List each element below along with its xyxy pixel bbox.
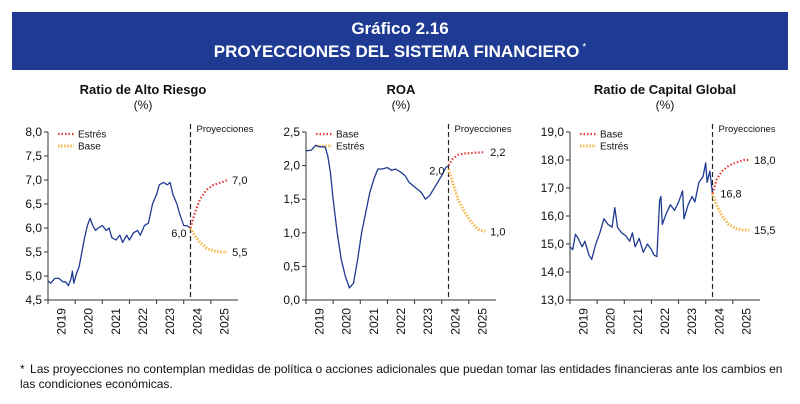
y-tick-label: 1,0 [283,226,300,240]
x-tick-label: 2023 [685,308,699,335]
footnote-asterisk: * [20,362,25,376]
chart-title: Ratio de Capital Global [594,82,736,97]
figure-title: PROYECCIONES DEL SISTEMA FINANCIERO [213,42,580,61]
y-tick-label: 0,0 [283,293,300,307]
series-line-history [305,144,449,289]
data-label: 1,0 [490,226,505,238]
y-tick-label: 8,0 [25,125,42,139]
y-tick-label: 15,0 [541,237,565,251]
y-tick-label: 4,5 [25,293,42,307]
y-tick-label: 14,0 [541,265,565,279]
data-label: 7,0 [232,175,247,187]
x-tick-label: 2025 [217,308,231,335]
x-tick-label: 2024 [712,308,726,335]
y-tick-label: 5,5 [25,245,42,259]
y-tick-label: 6,0 [25,221,42,235]
x-tick-label: 2019 [577,308,591,335]
chart-title: ROA [387,82,417,97]
y-tick-label: 18,0 [541,153,565,167]
y-tick-label: 17,0 [541,181,565,195]
legend-label: Estrés [78,130,106,141]
charts-area: Ratio de Alto Riesgo(%)4,55,05,56,06,57,… [25,82,776,335]
y-tick-label: 19,0 [541,125,565,139]
data-label: 2,0 [429,166,444,178]
x-tick-label: 2023 [163,308,177,335]
data-label: 2,2 [490,147,505,159]
legend-label: Estrés [600,142,628,153]
series-line-stress [189,178,228,229]
x-tick-label: 2023 [421,308,435,335]
x-tick-label: 2021 [367,308,381,335]
x-tick-label: 2019 [55,308,69,335]
series-line-history [47,181,191,287]
series-line-stress [447,151,486,167]
y-tick-label: 16,0 [541,209,565,223]
x-tick-label: 2025 [739,308,753,335]
y-tick-label: 6,5 [25,197,42,211]
y-tick-label: 7,0 [25,173,42,187]
series-line-base [447,168,486,233]
figure-header-banner: Gráfico 2.16 PROYECCIONES DEL SISTEMA FI… [12,12,788,70]
x-tick-label: 2020 [82,308,96,335]
x-tick-label: 2022 [394,308,408,335]
figure-title-line: PROYECCIONES DEL SISTEMA FINANCIERO * [12,42,788,62]
title-asterisk: * [582,42,587,54]
chart-subtitle: (%) [392,98,411,112]
data-label: 18,0 [754,155,775,167]
projection-label: Proyecciones [719,124,776,135]
figure-number: Gráfico 2.16 [351,19,449,38]
chart-panel-3: Ratio de Capital Global(%) 13,0 14,0 15,0 16… [541,82,776,335]
x-tick-label: 2020 [604,308,618,335]
chart-title: Ratio de Alto Riesgo [80,82,207,97]
x-tick-label: 2019 [313,308,327,335]
data-label: 16,8 [720,189,741,201]
legend-label: Base [78,142,101,153]
data-label: 6,0 [171,228,186,240]
y-tick-label: 1,5 [283,192,300,206]
y-tick-label: 7,5 [25,149,42,163]
chart-panel-2: ROA(%) 0,0 0,5 1,0 1,5 2,0 2,5 2019 2020 2021 2022… [283,82,511,335]
x-tick-label: 2022 [658,308,672,335]
y-tick-label: 2,5 [283,125,300,139]
footnote: * Las proyecciones no contemplan medidas… [20,362,790,392]
y-tick-label: 2,0 [283,159,300,173]
series-line-stress [711,158,750,194]
x-tick-label: 2024 [190,308,204,335]
chart-subtitle: (%) [656,98,675,112]
chart-subtitle: (%) [134,98,153,112]
x-tick-label: 2021 [631,308,645,335]
y-tick-label: 0,5 [283,259,300,273]
data-label: 5,5 [232,247,247,259]
projection-label: Proyecciones [455,124,512,135]
legend-label: Base [336,130,359,141]
x-tick-label: 2022 [136,308,150,335]
footnote-text: Las proyecciones no contemplan medidas d… [20,362,783,391]
x-tick-label: 2021 [109,308,123,335]
y-tick-label: 5,0 [25,269,42,283]
x-tick-label: 2025 [475,308,489,335]
x-tick-label: 2020 [340,308,354,335]
x-tick-label: 2024 [448,308,462,335]
legend-label: Estrés [336,142,364,153]
y-tick-label: 13,0 [541,293,565,307]
data-label: 15,5 [754,225,775,237]
series-line-history [569,162,714,261]
legend-label: Base [600,130,623,141]
projection-label: Proyecciones [197,124,254,135]
chart-panel-1: Ratio de Alto Riesgo(%) 4,5 5,0 5,5 6,0 6,5 7,… [25,82,253,335]
series-line-base [711,193,750,232]
series-line-base [189,227,228,254]
